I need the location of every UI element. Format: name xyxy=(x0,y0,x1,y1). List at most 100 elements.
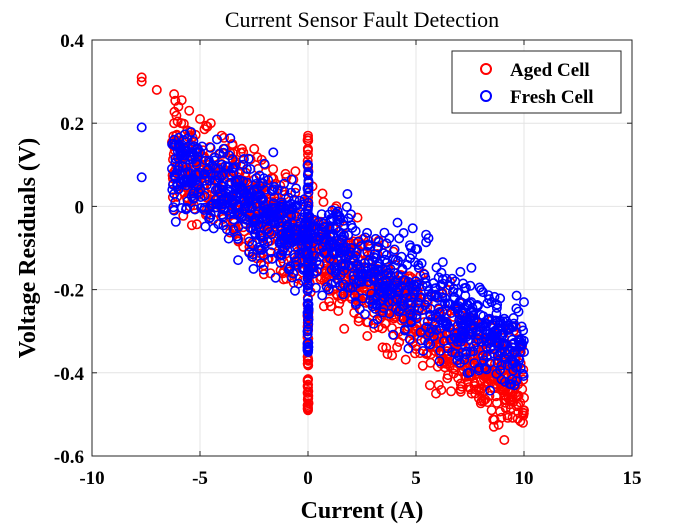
point-fresh-cell xyxy=(302,159,313,170)
point-aged-cell xyxy=(381,342,392,353)
point-fresh-cell xyxy=(179,153,190,164)
point-fresh-cell xyxy=(468,309,479,320)
point-fresh-cell xyxy=(169,140,180,151)
point-fresh-cell xyxy=(245,223,256,234)
point-fresh-cell xyxy=(359,309,370,320)
point-aged-cell xyxy=(330,203,341,214)
point-aged-cell xyxy=(184,105,195,116)
point-aged-cell xyxy=(482,397,493,408)
point-fresh-cell xyxy=(462,299,473,310)
point-fresh-cell xyxy=(421,229,432,240)
point-aged-cell xyxy=(333,305,344,316)
point-fresh-cell xyxy=(255,194,266,205)
point-aged-cell xyxy=(238,147,249,158)
point-fresh-cell xyxy=(384,233,395,244)
point-fresh-cell xyxy=(489,291,500,302)
point-fresh-cell xyxy=(214,148,225,159)
point-aged-cell xyxy=(505,403,516,414)
point-fresh-cell xyxy=(477,350,488,361)
point-fresh-cell xyxy=(465,312,476,323)
point-fresh-cell xyxy=(481,341,492,352)
point-fresh-cell xyxy=(495,315,506,326)
point-fresh-cell xyxy=(302,217,313,228)
point-fresh-cell xyxy=(302,233,313,244)
point-aged-cell xyxy=(281,172,292,183)
point-fresh-cell xyxy=(181,204,192,215)
point-fresh-cell xyxy=(136,122,147,133)
point-fresh-cell xyxy=(368,294,379,305)
point-fresh-cell xyxy=(334,212,345,223)
point-fresh-cell xyxy=(455,266,466,277)
point-fresh-cell xyxy=(342,189,353,200)
point-fresh-cell xyxy=(290,183,301,194)
point-fresh-cell xyxy=(274,201,285,212)
point-aged-cell xyxy=(489,414,500,425)
point-fresh-cell xyxy=(362,227,373,238)
point-aged-cell xyxy=(302,376,313,387)
point-fresh-cell xyxy=(488,348,499,359)
point-aged-cell xyxy=(453,373,464,384)
point-aged-cell xyxy=(362,330,373,341)
point-fresh-cell xyxy=(385,289,396,300)
point-fresh-cell xyxy=(343,230,354,241)
point-fresh-cell xyxy=(232,175,243,186)
point-fresh-cell xyxy=(454,357,465,368)
point-fresh-cell xyxy=(485,385,496,396)
point-fresh-cell xyxy=(241,214,252,225)
point-aged-cell xyxy=(387,350,398,361)
point-fresh-cell xyxy=(303,238,314,249)
point-fresh-cell xyxy=(422,316,433,327)
point-fresh-cell xyxy=(302,329,313,340)
y-tick-label: -0.2 xyxy=(54,281,84,302)
point-fresh-cell xyxy=(256,230,267,241)
point-fresh-cell xyxy=(332,209,343,220)
point-fresh-cell xyxy=(221,224,232,235)
legend-marker-aged-cell xyxy=(480,63,492,75)
x-tick-label: 15 xyxy=(623,468,642,489)
point-fresh-cell xyxy=(435,280,446,291)
point-aged-cell xyxy=(249,143,260,154)
point-fresh-cell xyxy=(267,216,278,227)
point-fresh-cell xyxy=(506,379,517,390)
point-fresh-cell xyxy=(284,204,295,215)
point-aged-cell xyxy=(302,405,313,416)
point-fresh-cell xyxy=(500,353,511,364)
point-aged-cell xyxy=(317,188,328,199)
point-aged-cell xyxy=(377,342,388,353)
legend-box xyxy=(451,50,622,114)
point-fresh-cell xyxy=(502,348,513,359)
point-fresh-cell xyxy=(411,281,422,292)
point-fresh-cell xyxy=(281,201,292,212)
point-aged-cell xyxy=(302,155,313,166)
point-fresh-cell xyxy=(398,275,409,286)
point-fresh-cell xyxy=(425,339,436,350)
point-aged-cell xyxy=(425,357,436,368)
point-fresh-cell xyxy=(353,275,364,286)
point-aged-cell xyxy=(170,95,181,106)
point-fresh-cell xyxy=(302,170,313,181)
point-aged-cell xyxy=(339,323,350,334)
point-fresh-cell xyxy=(239,195,250,206)
point-fresh-cell xyxy=(360,232,371,243)
point-fresh-cell xyxy=(332,214,343,225)
point-fresh-cell xyxy=(303,283,314,294)
point-fresh-cell xyxy=(432,292,443,303)
point-fresh-cell xyxy=(286,272,297,283)
point-fresh-cell xyxy=(491,368,502,379)
point-fresh-cell xyxy=(279,178,290,189)
point-fresh-cell xyxy=(274,238,285,249)
point-fresh-cell xyxy=(205,169,216,180)
point-fresh-cell xyxy=(190,157,201,168)
point-fresh-cell xyxy=(336,234,347,245)
point-fresh-cell xyxy=(511,290,522,301)
point-fresh-cell xyxy=(176,203,187,214)
point-fresh-cell xyxy=(213,219,224,230)
point-fresh-cell xyxy=(302,346,313,357)
point-fresh-cell xyxy=(377,295,388,306)
point-fresh-cell xyxy=(368,272,379,283)
point-aged-cell xyxy=(258,260,269,271)
point-fresh-cell xyxy=(347,282,358,293)
point-fresh-cell xyxy=(302,273,313,284)
point-fresh-cell xyxy=(341,201,352,212)
